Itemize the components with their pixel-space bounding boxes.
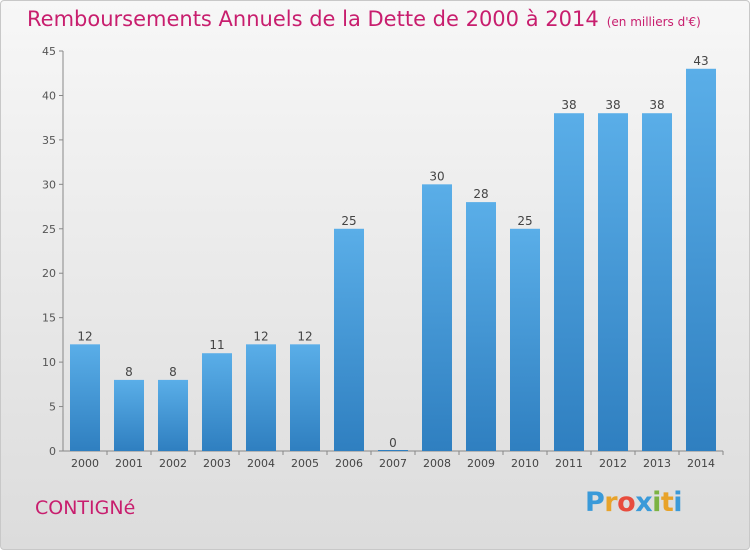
data-label-2011: 38	[561, 98, 576, 112]
data-label-2007: 0	[389, 436, 397, 450]
chart-title-text: Remboursements Annuels de la Dette de 20…	[27, 7, 599, 31]
data-label-2003: 11	[209, 338, 224, 352]
bar-2005	[290, 344, 320, 451]
x-tick-label-2009: 2009	[467, 457, 495, 470]
data-label-2005: 12	[297, 329, 312, 343]
y-tick-label: 10	[42, 356, 56, 369]
x-tick-label-2000: 2000	[71, 457, 99, 470]
data-label-2002: 8	[169, 365, 177, 379]
data-label-2009: 28	[473, 187, 488, 201]
data-label-2008: 30	[429, 169, 444, 183]
y-tick-label: 25	[42, 223, 56, 236]
x-tick-label-2002: 2002	[159, 457, 187, 470]
bar-2002	[158, 379, 188, 451]
y-tick-label: 0	[49, 445, 56, 458]
data-label-2000: 12	[77, 329, 92, 343]
bar-2008	[422, 184, 452, 452]
y-axis: 0 5 10 15 20 25 30 35 40 45	[42, 45, 64, 458]
bar-2010	[510, 228, 540, 451]
data-label-2012: 38	[605, 98, 620, 112]
logo-letter: x	[635, 487, 653, 518]
bar-2012	[598, 113, 628, 451]
logo-letter: o	[617, 487, 636, 518]
logo-letter: i	[652, 487, 661, 518]
bar-2011	[554, 113, 584, 451]
bar-2007	[378, 450, 408, 451]
proxiti-logo: Proxiti	[585, 487, 683, 518]
y-tick-label: 30	[42, 178, 56, 191]
data-label-2010: 25	[517, 214, 532, 228]
x-tick-label-2006: 2006	[335, 457, 363, 470]
bar-2009	[466, 202, 496, 451]
bar-2013	[642, 113, 672, 451]
bar-2000	[70, 344, 100, 451]
chart-subtitle: (en milliers d'€)	[606, 15, 701, 29]
x-tick-label-2010: 2010	[511, 457, 539, 470]
data-label-2013: 38	[649, 98, 664, 112]
bar-2004	[246, 344, 276, 451]
bar-2001	[114, 379, 144, 451]
y-tick-label: 40	[42, 89, 56, 102]
data-label-2004: 12	[253, 329, 268, 343]
data-label-2014: 43	[693, 54, 708, 68]
y-tick-label: 35	[42, 134, 56, 147]
y-tick-label: 5	[49, 401, 56, 414]
x-tick-label-2007: 2007	[379, 457, 407, 470]
data-label-2001: 8	[125, 365, 133, 379]
x-tick-label-2004: 2004	[247, 457, 275, 470]
y-tick-label: 45	[42, 45, 56, 58]
x-tick-label-2011: 2011	[555, 457, 583, 470]
x-tick-label-2001: 2001	[115, 457, 143, 470]
chart-title: Remboursements Annuels de la Dette de 20…	[27, 7, 701, 31]
y-tick-label: 15	[42, 312, 56, 325]
bars	[70, 68, 716, 452]
logo-letter: P	[585, 487, 605, 518]
data-labels: 12 8 8 11 12 12 25 0 30 28 25 38 38 38 43	[77, 54, 708, 450]
x-axis: 2000 2001 2002 2003 2004 2005 2006 2007 2008 2009…	[63, 450, 724, 470]
x-tick-label-2003: 2003	[203, 457, 231, 470]
logo-letter: t	[660, 487, 674, 518]
x-tick-label-2013: 2013	[643, 457, 671, 470]
x-tick-label-2012: 2012	[599, 457, 627, 470]
logo-letter: r	[604, 487, 618, 518]
x-tick-label-2005: 2005	[291, 457, 319, 470]
commune-name: CONTIGNé	[35, 497, 136, 519]
data-label-2006: 25	[341, 214, 356, 228]
logo-letter: i	[673, 487, 683, 518]
x-tick-label-2014: 2014	[687, 457, 715, 470]
bar-2006	[334, 228, 364, 451]
y-tick-label: 20	[42, 267, 56, 280]
bar-2003	[202, 353, 232, 451]
bar-2014	[686, 68, 716, 452]
x-tick-label-2008: 2008	[423, 457, 451, 470]
